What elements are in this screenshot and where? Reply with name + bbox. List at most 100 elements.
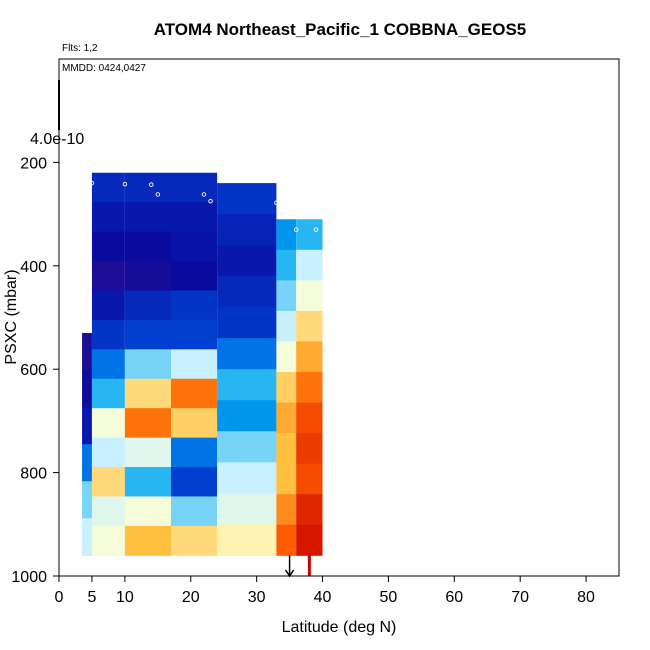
heatmap-cell	[82, 518, 92, 556]
heatmap-cell	[171, 378, 218, 409]
heatmap-cell	[91, 496, 125, 527]
heatmap-cell	[296, 433, 323, 465]
heatmap-cell	[217, 524, 277, 556]
heatmap-cell	[124, 437, 171, 468]
heatmap-cell	[296, 524, 323, 556]
heatmap-cell	[276, 249, 297, 281]
heatmap-cell	[276, 372, 297, 404]
y-tick-label: 200	[20, 155, 47, 172]
heatmap-cell	[171, 467, 218, 497]
heatmap-cell	[217, 338, 277, 370]
track-point	[267, 160, 273, 165]
heatmap-cell	[276, 494, 297, 526]
chart-title: ATOM4 Northeast_Pacific_1 COBBNA_GEOS5	[154, 20, 527, 39]
heatmap-cell	[171, 437, 218, 468]
heatmap-cell	[91, 172, 125, 203]
heatmap-cell	[217, 462, 277, 494]
heatmap-cell	[217, 307, 277, 339]
heatmap-cell	[171, 525, 218, 556]
heatmap-cell	[276, 219, 297, 251]
heatmap-cell	[171, 261, 218, 291]
x-tick-label: 80	[577, 589, 595, 606]
heatmap-cell	[296, 249, 323, 281]
marker-bar	[307, 552, 311, 576]
track-point	[201, 192, 207, 197]
y-axis-title: PSXC (mbar)	[3, 269, 20, 364]
x-axis: 0 5 10 20 30 40 50 60 70 80	[55, 576, 595, 606]
heatmap-cell	[217, 183, 277, 215]
heatmap-cell	[82, 407, 92, 445]
x-tick-label: 20	[182, 589, 200, 606]
track-point	[89, 180, 95, 186]
heatmap-cell	[171, 319, 218, 350]
heatmap-cell	[82, 370, 92, 408]
heatmap-cell	[171, 172, 218, 203]
dates-annotation: MMDD: 0424,0427	[62, 63, 146, 74]
x-tick-label: 5	[87, 589, 96, 606]
heatmap-cell	[217, 431, 277, 463]
heatmap-cell	[124, 202, 171, 233]
heatmap-cell	[91, 231, 125, 262]
heatmap-cell	[296, 402, 323, 434]
heatmap-cell	[296, 341, 323, 373]
track-point	[122, 181, 128, 187]
track-point	[274, 200, 279, 205]
heatmap-cell	[91, 290, 125, 321]
heatmap-cell	[171, 349, 218, 380]
heatmap-cell	[124, 467, 171, 497]
scale-label: 4.0e-10	[30, 131, 84, 148]
x-axis-title: Latitude (deg N)	[282, 619, 397, 636]
heatmap-cell	[276, 310, 297, 342]
heatmap-cells	[82, 172, 323, 556]
heatmap-cell	[91, 319, 125, 350]
heatmap-cell	[91, 349, 125, 380]
heatmap-cell	[91, 378, 125, 409]
x-tick-label: 30	[248, 589, 266, 606]
heatmap-cell	[296, 372, 323, 404]
heatmap-cell	[91, 467, 125, 497]
heatmap-cell	[276, 341, 297, 373]
x-tick-label: 0	[55, 589, 64, 606]
heatmap-cell	[217, 245, 277, 277]
heatmap-cell	[91, 261, 125, 291]
heatmap-cell	[276, 433, 297, 465]
heatmap-cell	[276, 463, 297, 495]
heatmap-cell	[82, 481, 92, 519]
heatmap-cell	[91, 437, 125, 468]
track-point	[155, 192, 161, 197]
heatmap-cell	[171, 231, 218, 262]
y-tick-label: 600	[20, 362, 47, 379]
heatmap-cell	[91, 408, 125, 439]
heatmap-cell	[124, 496, 171, 527]
track-point	[293, 227, 299, 232]
flight-track	[89, 160, 319, 232]
x-tick-label: 50	[380, 589, 398, 606]
heatmap-cell	[296, 280, 323, 312]
heatmap-cell	[217, 400, 277, 432]
heatmap-cell	[82, 444, 92, 482]
heatmap-cell	[217, 369, 277, 401]
heatmap-cell	[124, 261, 171, 291]
heatmap-cell	[124, 172, 171, 203]
heatmap-cell	[124, 525, 171, 556]
heatmap-cell	[217, 493, 277, 525]
heatmap-cell	[276, 402, 297, 434]
heatmap-cell	[296, 494, 323, 526]
x-tick-label: 10	[116, 589, 134, 606]
heatmap-cell	[171, 290, 218, 321]
y-axis: 200 400 600 800 1000	[11, 155, 59, 586]
heatmap-cell	[171, 496, 218, 527]
x-tick-label: 70	[511, 589, 529, 606]
heatmap-cell	[171, 202, 218, 233]
heatmap-cell	[124, 349, 171, 380]
heatmap-cell	[171, 408, 218, 439]
track-point	[208, 198, 213, 204]
y-tick-label: 1000	[11, 569, 47, 586]
heatmap-cell	[296, 219, 323, 251]
heatmap-cell	[276, 524, 297, 556]
heatmap-cell	[296, 310, 323, 342]
heatmap-cell	[217, 214, 277, 246]
plot-frame	[58, 58, 620, 577]
heatmap-cell	[124, 319, 171, 350]
heatmap-cell	[124, 231, 171, 262]
